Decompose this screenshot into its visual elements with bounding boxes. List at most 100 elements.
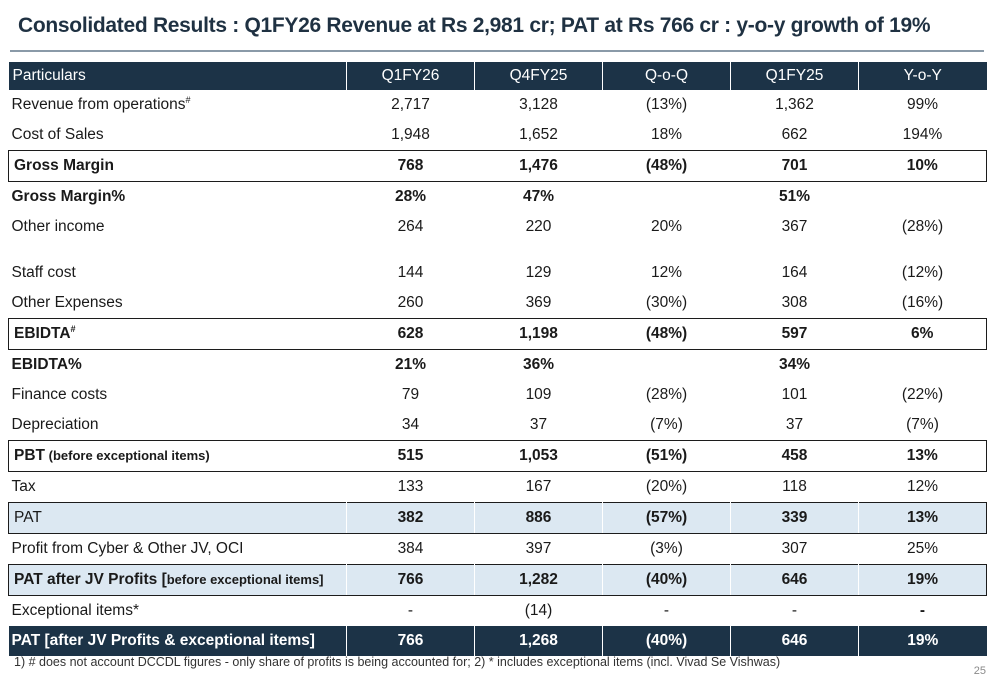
- cell: 34%: [778, 356, 811, 373]
- cell: 628: [346, 318, 475, 350]
- cell: 1,053: [474, 440, 603, 472]
- cell: 382: [346, 502, 475, 534]
- row-label: Staff cost: [11, 264, 76, 281]
- row-exceptional-items: Exceptional items* - (14) - - -: [9, 596, 987, 627]
- cell: 99%: [906, 96, 939, 113]
- header-q1fy26: Q1FY26: [346, 62, 475, 90]
- row-label: Revenue from operations: [11, 96, 186, 114]
- row-tax: Tax 133 167 (20%) 118 12%: [9, 472, 987, 503]
- cell: [603, 182, 731, 213]
- cell: 1,268: [474, 626, 603, 656]
- cell: 886: [474, 502, 603, 534]
- cell: 646: [730, 626, 859, 656]
- cell: 766: [346, 626, 475, 656]
- header-particulars: Particulars: [8, 62, 347, 90]
- cell: 12%: [906, 478, 939, 495]
- cell: 28%: [394, 188, 427, 205]
- row-label: Other income: [11, 218, 105, 235]
- cell: 194%: [902, 126, 943, 143]
- cell: 662: [781, 126, 808, 143]
- cell: (28%): [645, 386, 688, 403]
- cell: (57%): [602, 502, 731, 534]
- cell: 384: [397, 540, 424, 557]
- cell: 2,717: [391, 96, 430, 113]
- cell: 37: [785, 416, 804, 433]
- cell: (28%): [901, 218, 944, 235]
- row-label: EBIDTA: [14, 325, 71, 343]
- row-label: Tax: [11, 478, 36, 495]
- header-yoy: Y-o-Y: [858, 62, 987, 90]
- cell: 646: [730, 564, 859, 596]
- row-label: PAT [after JV Profits & exceptional item…: [8, 626, 347, 656]
- cell: 13%: [858, 502, 987, 534]
- row-label: Depreciation: [11, 416, 99, 433]
- cell: 766: [346, 564, 475, 596]
- cell: -: [791, 602, 798, 619]
- cell: 10%: [858, 150, 987, 182]
- cell: 515: [346, 440, 475, 472]
- cell: 260: [397, 294, 424, 311]
- cell: (12%): [901, 264, 944, 281]
- cell: 1,948: [391, 126, 430, 143]
- cell: 264: [397, 218, 424, 235]
- cell: 167: [525, 478, 552, 495]
- cell: 13%: [858, 440, 987, 472]
- row-gross-margin: Gross Margin 768 1,476 (48%) 701 10%: [8, 150, 987, 182]
- row-label: Profit from Cyber & Other JV, OCI: [11, 540, 244, 557]
- cell: -: [919, 602, 926, 619]
- cell: 397: [525, 540, 552, 557]
- header-q1fy25: Q1FY25: [730, 62, 859, 90]
- cell: 1,652: [519, 126, 558, 143]
- cell: 1,476: [474, 150, 603, 182]
- cell: 768: [346, 150, 475, 182]
- cell: 307: [781, 540, 808, 557]
- row-label: Cost of Sales: [11, 126, 104, 143]
- cell: [603, 350, 731, 381]
- row-pat-after-jv: PAT after JV Profits [before exceptional…: [8, 564, 987, 596]
- row-ebidta-pct: EBIDTA% 21% 36% 34%: [9, 350, 987, 381]
- row-label: PAT: [8, 502, 347, 534]
- cell: 51%: [778, 188, 811, 205]
- header-qoq: Q-o-Q: [602, 62, 731, 90]
- row-ebidta: EBIDTA# 628 1,198 (48%) 597 6%: [8, 318, 987, 350]
- cell: 701: [730, 150, 859, 182]
- cell: (40%): [602, 564, 731, 596]
- cell: (7%): [650, 416, 683, 433]
- cell: (48%): [602, 318, 731, 350]
- cell: 1,198: [474, 318, 603, 350]
- cell: 101: [781, 386, 808, 403]
- row-label: Gross Margin%: [11, 188, 126, 205]
- cell: 34: [401, 416, 420, 433]
- cell: 1,282: [474, 564, 603, 596]
- cell: 36%: [522, 356, 555, 373]
- header-q4fy25: Q4FY25: [474, 62, 603, 90]
- cell: 367: [781, 218, 808, 235]
- cell: 118: [782, 478, 807, 495]
- cell: [859, 350, 987, 381]
- cell: 164: [781, 264, 808, 281]
- cell: 79: [401, 386, 420, 403]
- cell: 129: [525, 264, 552, 281]
- row-pat-final: PAT [after JV Profits & exceptional item…: [8, 626, 987, 656]
- cell: 1,362: [775, 96, 814, 113]
- row-jv-profit: Profit from Cyber & Other JV, OCI 384 39…: [9, 534, 987, 565]
- cell: [859, 182, 987, 213]
- row-label: Gross Margin: [8, 150, 347, 182]
- row-label: EBIDTA%: [11, 356, 82, 373]
- cell: 458: [730, 440, 859, 472]
- cell: 47%: [522, 188, 555, 205]
- row-other-income: Other income 264 220 20% 367 (28%): [9, 212, 987, 242]
- cell: 12%: [650, 264, 683, 281]
- cell: (13%): [645, 96, 688, 113]
- cell: 25%: [906, 540, 939, 557]
- cell: 369: [525, 294, 552, 311]
- row-cost-of-sales: Cost of Sales 1,948 1,652 18% 662 194%: [9, 120, 987, 151]
- page-title: Consolidated Results : Q1FY26 Revenue at…: [18, 14, 931, 37]
- row-label: PBT: [14, 447, 45, 464]
- cell: 18%: [650, 126, 683, 143]
- cell: -: [407, 602, 414, 619]
- row-label: PAT after JV Profits [: [14, 571, 167, 588]
- header-row: Particulars Q1FY26 Q4FY25 Q-o-Q Q1FY25 Y…: [8, 62, 987, 90]
- cell: 20%: [650, 218, 683, 235]
- cell: 19%: [858, 564, 987, 596]
